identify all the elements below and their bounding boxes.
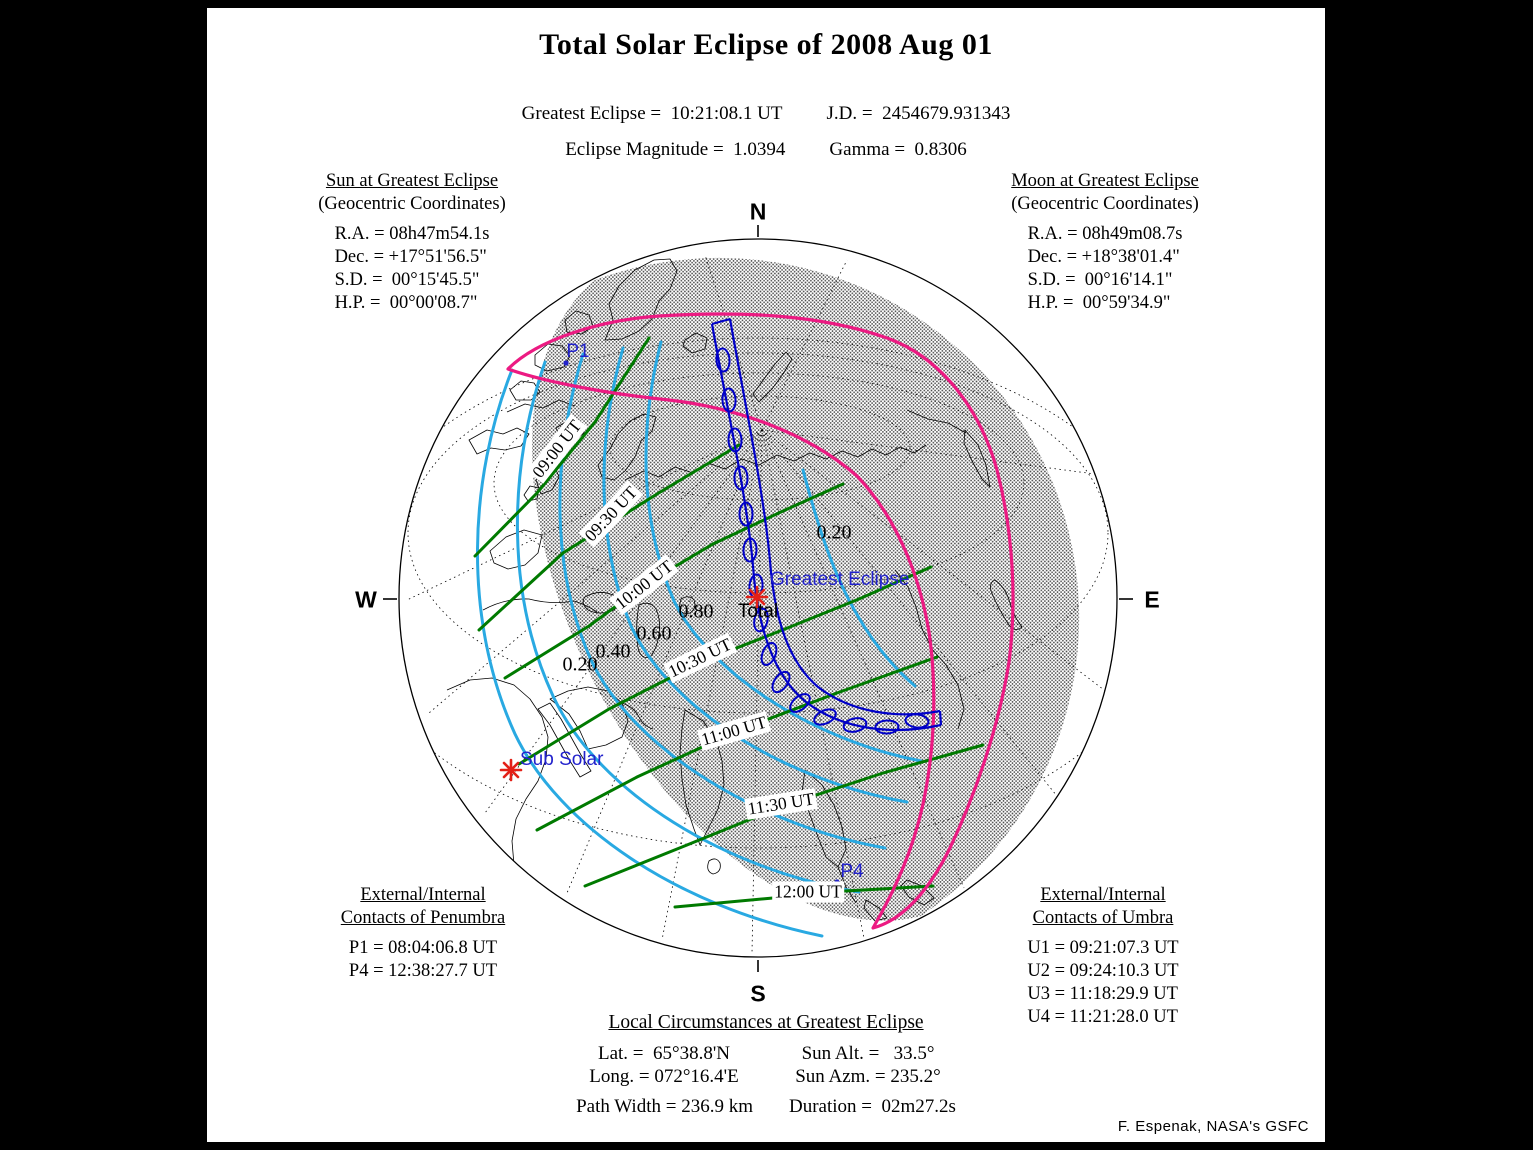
sub-solar-label: Sub Solar: [520, 749, 604, 770]
sub-solar-marker: [499, 758, 523, 782]
path-width: Path Width = 236.9 km: [576, 1096, 753, 1117]
umbra-ellipses: [715, 347, 930, 735]
total-label: Total: [737, 601, 779, 622]
umbra-path: [710, 317, 943, 735]
compass-south: S: [750, 980, 766, 1007]
globe-outline: [383, 225, 1133, 972]
greatest-eclipse-time: Greatest Eclipse = 10:21:08.1 UT: [521, 103, 783, 124]
greatest-eclipse-marker: [745, 585, 769, 609]
markers: [499, 585, 769, 782]
moon-block-title: Moon at Greatest Eclipse: [1011, 171, 1199, 191]
moon-hp: H.P. = 00°59'34.9": [1027, 293, 1171, 313]
sun-block-subtitle: (Geocentric Coordinates): [318, 194, 506, 214]
u3-contact: U3 = 11:18:29.9 UT: [1027, 984, 1178, 1004]
compass-north: N: [749, 198, 767, 225]
penumbra-contacts-block: External/Internal Contacts of Penumbra P…: [277, 884, 569, 983]
u2-contact: U2 = 09:24:10.3 UT: [1027, 961, 1179, 981]
local-sun-alt-azm: Sun Alt. = 33.5° Sun Azm. = 235.2°: [763, 1042, 973, 1088]
p4-label: P4: [840, 861, 864, 882]
sun-dec: Dec. = +17°51'56.5": [334, 247, 487, 267]
sun-altitude: Sun Alt. = 33.5°: [801, 1043, 935, 1064]
umbra-title-2: Contacts of Umbra: [1032, 908, 1174, 928]
sun-hp: H.P. = 00°00'08.7": [334, 293, 478, 313]
latitude: Lat. = 65°38.8'N: [597, 1043, 731, 1064]
credit-line: F. Espenak, NASA's GSFC: [1117, 1118, 1309, 1135]
moon-info-block: Moon at Greatest Eclipse (Geocentric Coo…: [958, 170, 1252, 315]
p1-contact: P1 = 08:04:06.8 UT: [348, 938, 498, 958]
sun-ra: R.A. = 08h47m54.1s: [334, 224, 490, 244]
julian-date: J.D. = 2454679.931343: [826, 103, 1011, 124]
sun-info-block: Sun at Greatest Eclipse (Geocentric Coor…: [265, 170, 559, 315]
magnitude-060: 0.60: [636, 622, 672, 645]
eclipse-magnitude: Eclipse Magnitude = 1.0394: [565, 139, 786, 160]
u4-contact: U4 = 11:21:28.0 UT: [1027, 1007, 1178, 1027]
gamma-value: Gamma = 0.8306: [829, 139, 967, 160]
magnitude-080: 0.80: [678, 600, 714, 623]
moon-sd: S.D. = 00°16'14.1": [1027, 270, 1173, 290]
penumbra-title-2: Contacts of Penumbra: [340, 908, 506, 928]
p4-contact: P4 = 12:38:27.7 UT: [348, 961, 498, 981]
u1-contact: U1 = 09:21:07.3 UT: [1027, 938, 1179, 958]
greatest-eclipse-label: Greatest Eclipse: [770, 569, 910, 590]
penumbra-title-1: External/Internal: [360, 885, 486, 905]
p1-point: [563, 360, 569, 366]
local-circumstances-title: Local Circumstances at Greatest Eclipse: [608, 1012, 924, 1033]
figure-page: Total Solar Eclipse of 2008 Aug 01 Great…: [207, 8, 1325, 1142]
moon-block-subtitle: (Geocentric Coordinates): [1011, 194, 1199, 214]
magnitude-020-west: 0.20: [562, 653, 598, 676]
magnitude-040: 0.40: [595, 640, 631, 663]
graticule: [399, 254, 1117, 954]
magnitude-020-east: 0.20: [816, 521, 852, 544]
local-lat-long: Lat. = 65°38.8'N Long. = 072°16.4'E: [559, 1042, 769, 1088]
header-line-2: Eclipse Magnitude = 1.0394 Gamma = 0.8306: [207, 139, 1325, 161]
eclipse-map: [383, 225, 1133, 972]
local-path-duration: Path Width = 236.9 km Duration = 02m27.2s: [207, 1096, 1325, 1118]
moon-ra: R.A. = 08h49m08.7s: [1027, 224, 1183, 244]
umbra-contacts-block: External/Internal Contacts of Umbra U1 =…: [957, 884, 1249, 1029]
page-title: Total Solar Eclipse of 2008 Aug 01: [539, 28, 993, 61]
ut-time-lines: [473, 336, 985, 909]
sun-azimuth: Sun Azm. = 235.2°: [795, 1066, 941, 1087]
longitude: Long. = 072°16.4'E: [589, 1066, 739, 1087]
sun-block-title: Sun at Greatest Eclipse: [325, 171, 499, 191]
compass-east: E: [1144, 586, 1160, 613]
moon-dec: Dec. = +18°38'01.4": [1027, 247, 1180, 267]
umbra-title-1: External/Internal: [1040, 885, 1166, 905]
sun-sd: S.D. = 00°15'45.5": [334, 270, 480, 290]
duration: Duration = 02m27.2s: [788, 1096, 956, 1117]
penumbra-limit-curve: [506, 312, 1015, 930]
p1-label: P1: [566, 341, 590, 362]
compass-west: W: [355, 586, 377, 613]
header-line-1: Greatest Eclipse = 10:21:08.1 UT J.D. = 2…: [207, 103, 1325, 125]
ut-label-1200: 12:00 UT: [772, 881, 844, 903]
